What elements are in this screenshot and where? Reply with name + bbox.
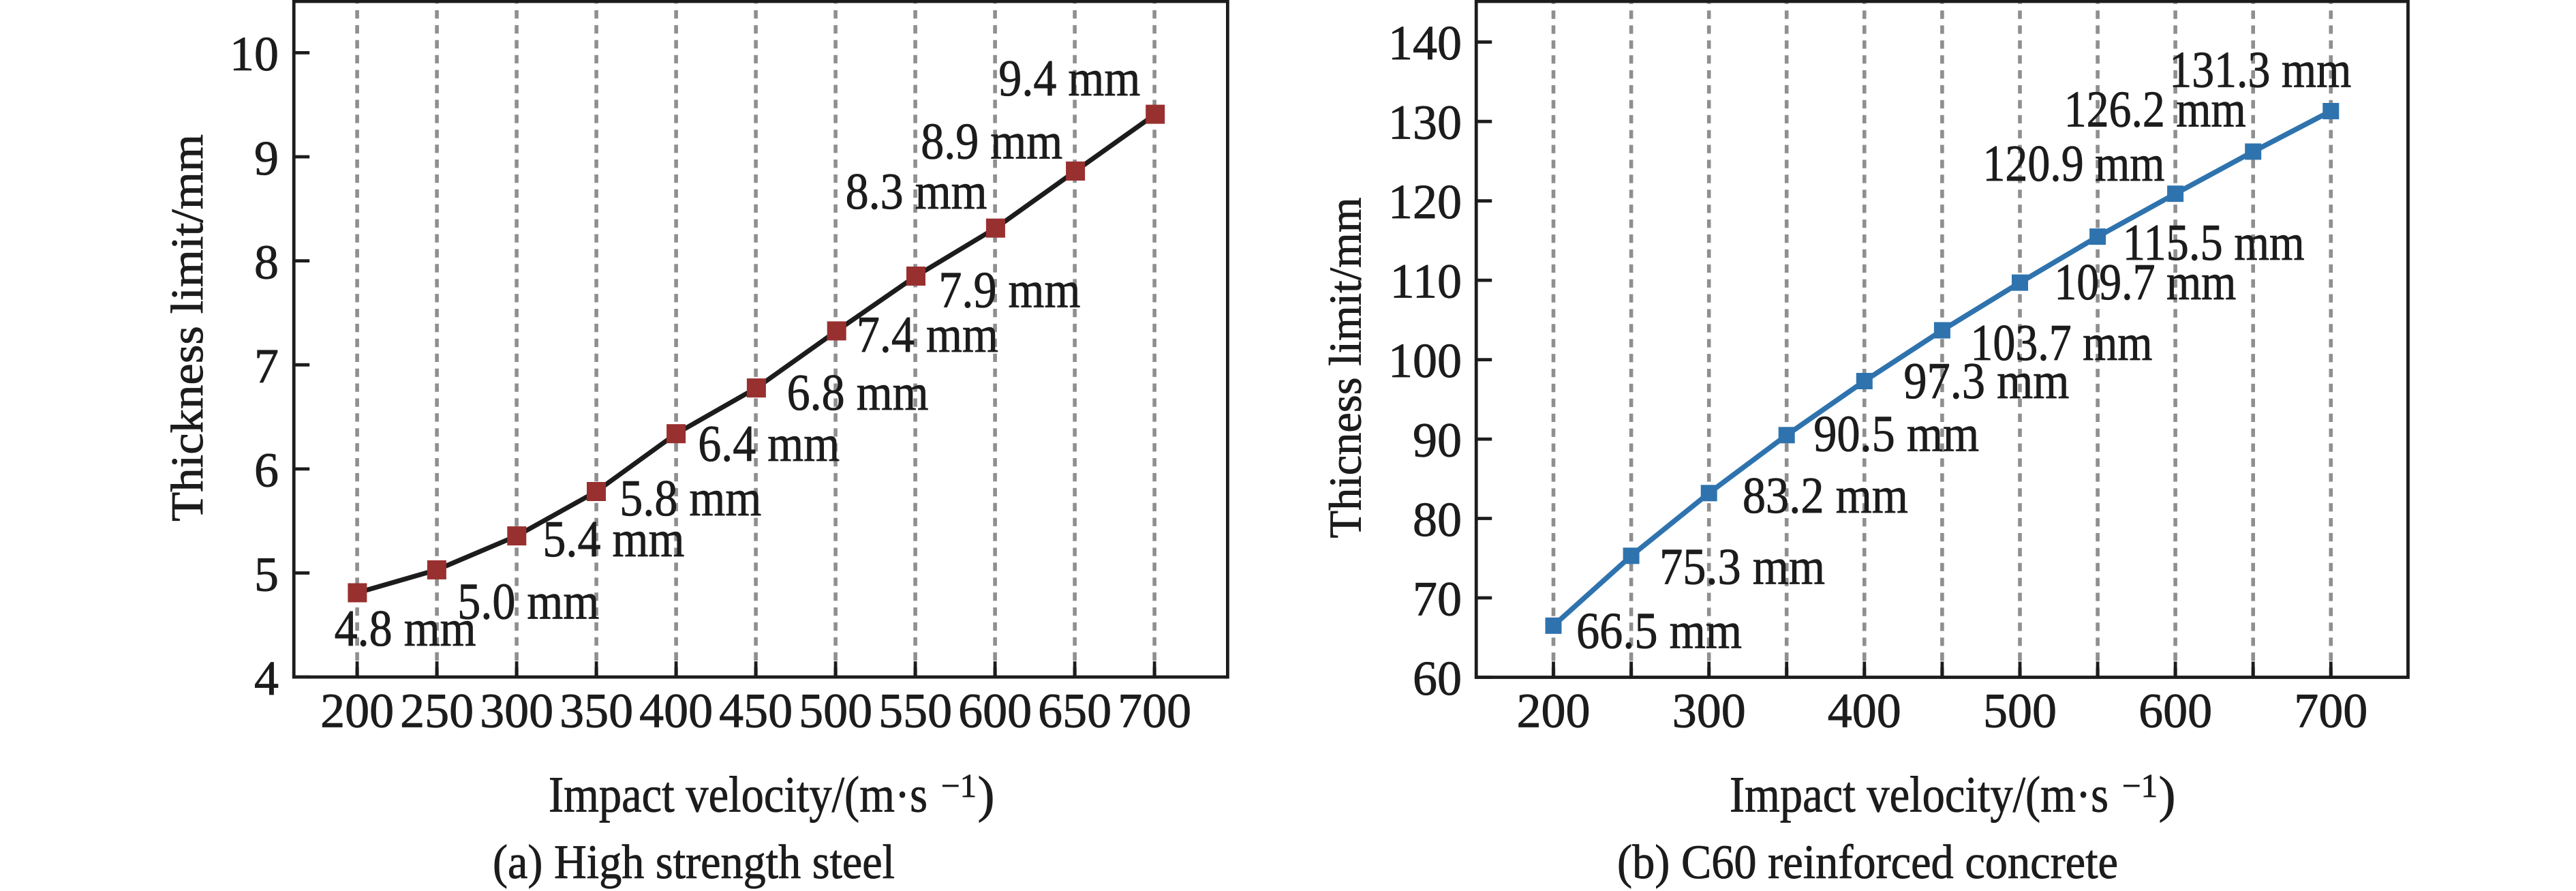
svg-text:10: 10 [230,27,279,81]
svg-text:Thickness limit/mm: Thickness limit/mm [162,134,213,522]
svg-text:700: 700 [2294,683,2367,738]
svg-text:120: 120 [1388,175,1462,229]
svg-text:109.7 mm: 109.7 mm [2054,254,2236,311]
svg-text:8: 8 [254,235,279,289]
svg-text:−1: −1 [941,767,977,804]
svg-text:66.5 mm: 66.5 mm [1576,602,1742,659]
svg-text:5.4 mm: 5.4 mm [542,511,684,568]
svg-text:400: 400 [1828,683,1901,738]
svg-text:130: 130 [1388,95,1462,150]
svg-text:115.5 mm: 115.5 mm [2123,214,2305,271]
svg-text:200: 200 [320,683,394,738]
svg-text:80: 80 [1413,492,1462,547]
svg-text:300: 300 [480,683,553,738]
svg-text:8.9 mm: 8.9 mm [921,113,1062,170]
svg-text:131.3 mm: 131.3 mm [2169,42,2351,99]
svg-text:6: 6 [254,443,279,498]
svg-text:100: 100 [1388,333,1462,388]
svg-text:5: 5 [254,547,279,601]
svg-text:(a) High strength steel: (a) High strength steel [493,836,895,889]
svg-text:8.3 mm: 8.3 mm [846,163,987,220]
svg-text:4: 4 [254,651,279,706]
svg-text:7.9 mm: 7.9 mm [938,262,1080,319]
svg-text:9.4 mm: 9.4 mm [998,50,1140,107]
svg-text:(b) C60 reinforced concrete: (b) C60 reinforced concrete [1617,836,2118,889]
svg-text:Thicness limit/mm: Thicness limit/mm [1321,198,1371,539]
svg-text:90.5 mm: 90.5 mm [1813,406,1979,463]
svg-text:75.3 mm: 75.3 mm [1659,539,1825,596]
svg-text:500: 500 [1983,683,2057,738]
svg-text:250: 250 [400,683,474,738]
svg-text:550: 550 [878,683,952,738]
svg-text:5.0 mm: 5.0 mm [457,573,599,631]
svg-text:4.8 mm: 4.8 mm [335,600,476,657]
svg-text:126.2 mm: 126.2 mm [2064,81,2246,138]
svg-text:): ) [978,767,995,824]
svg-text:6.8 mm: 6.8 mm [787,364,929,421]
svg-text:97.3 mm: 97.3 mm [1903,352,2069,410]
svg-text:650: 650 [1038,683,1111,738]
svg-text:Impact velocity/(m·s: Impact velocity/(m·s [1730,767,2109,824]
svg-text:6.4 mm: 6.4 mm [698,415,840,472]
svg-text:103.7 mm: 103.7 mm [1971,314,2153,372]
svg-text:700: 700 [1118,683,1191,738]
svg-text:60: 60 [1413,651,1462,706]
svg-text:300: 300 [1672,683,1746,738]
svg-text:600: 600 [2138,683,2212,738]
svg-text:600: 600 [958,683,1032,738]
svg-text:110: 110 [1390,254,1462,309]
svg-text:400: 400 [639,683,713,738]
svg-text:83.2 mm: 83.2 mm [1743,467,1908,524]
svg-text:7.4 mm: 7.4 mm [857,306,998,363]
svg-text:350: 350 [559,683,633,738]
svg-text:500: 500 [799,683,872,738]
svg-text:450: 450 [719,683,793,738]
svg-text:7: 7 [254,339,279,393]
svg-text:140: 140 [1388,16,1462,70]
svg-text:9: 9 [254,131,279,185]
svg-text:−1: −1 [2122,767,2158,804]
svg-text:70: 70 [1413,572,1462,626]
svg-text:5.8 mm: 5.8 mm [619,470,761,527]
svg-text:Impact velocity/(m·s: Impact velocity/(m·s [549,767,927,824]
svg-text:120.9 mm: 120.9 mm [1983,135,2165,192]
svg-text:90: 90 [1413,413,1462,468]
svg-text:200: 200 [1517,683,1591,738]
svg-text:): ) [2159,767,2176,824]
